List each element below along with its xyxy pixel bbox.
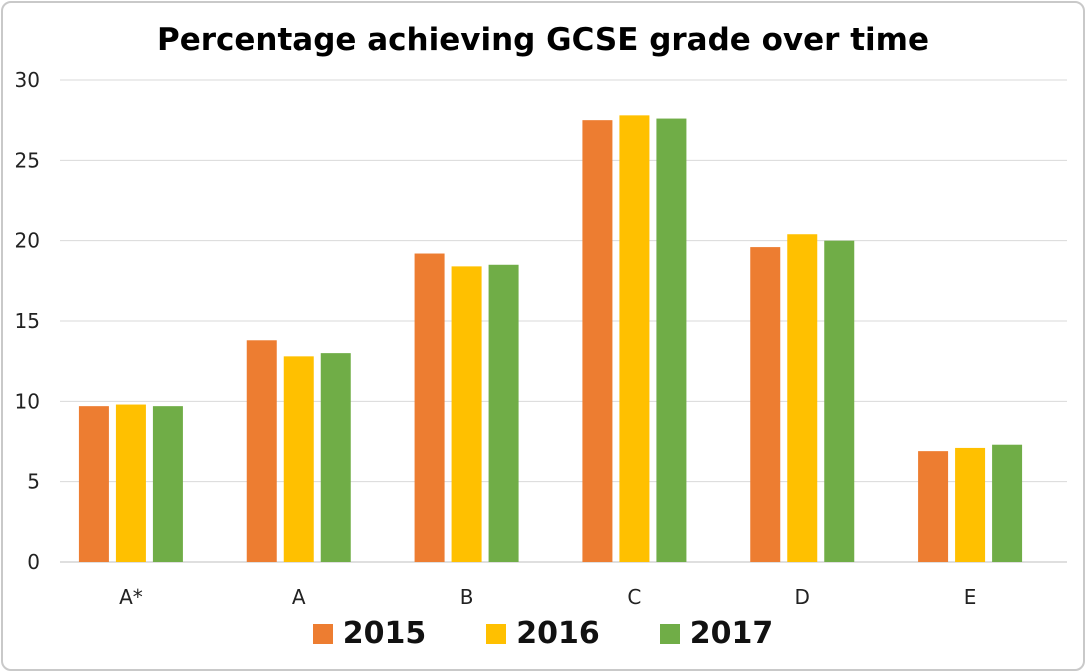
- x-axis-ticks: A* A B C D E: [119, 585, 976, 609]
- legend: 2015 2016 2017: [0, 616, 1086, 651]
- y-tick-label: 5: [27, 470, 40, 494]
- x-tick-label: D: [795, 585, 810, 609]
- legend-label: 2015: [342, 616, 427, 651]
- legend-item-2016: 2016: [486, 616, 600, 651]
- y-tick-label: 0: [27, 550, 40, 574]
- y-axis-ticks: 0 5 10 15 20 25 30: [15, 68, 40, 574]
- gridlines: [60, 79, 1067, 563]
- bar-2015-A*: [78, 406, 109, 562]
- x-tick-label: B: [460, 585, 474, 609]
- bar-2015-E: [918, 451, 949, 562]
- legend-item-2015: 2015: [312, 616, 427, 651]
- bar-2015-C: [582, 120, 613, 563]
- legend-swatch: [312, 623, 333, 644]
- bar-2017-B: [488, 264, 519, 562]
- y-tick-label: 15: [15, 309, 40, 333]
- bars: [78, 115, 1023, 563]
- bar-2015-A: [246, 340, 277, 562]
- bar-2016-B: [451, 266, 482, 562]
- legend-swatch: [659, 623, 680, 644]
- legend-label: 2017: [689, 616, 774, 651]
- x-tick-label: A: [292, 585, 306, 609]
- legend-item-2017: 2017: [659, 616, 774, 651]
- chart-title: Percentage achieving GCSE grade over tim…: [156, 22, 929, 58]
- y-tick-label: 20: [15, 229, 40, 253]
- bar-2016-A*: [115, 404, 146, 562]
- legend-swatch: [486, 623, 507, 644]
- x-tick-label: C: [627, 585, 641, 609]
- bar-2017-A: [320, 353, 351, 562]
- bar-2016-D: [787, 234, 818, 563]
- bar-2016-E: [955, 447, 986, 562]
- bar-2016-A: [283, 356, 314, 562]
- y-tick-label: 25: [15, 148, 40, 172]
- bar-2015-B: [414, 253, 445, 562]
- bar-2017-E: [992, 444, 1023, 562]
- y-tick-label: 10: [15, 389, 40, 413]
- bar-2017-D: [824, 240, 855, 562]
- x-tick-label: E: [964, 585, 977, 609]
- legend-label: 2016: [516, 616, 600, 651]
- x-tick-label: A*: [119, 585, 143, 609]
- bar-2016-C: [619, 115, 650, 562]
- y-tick-label: 30: [15, 68, 40, 92]
- bar-2015-D: [750, 247, 781, 563]
- bar-2017-C: [656, 118, 687, 562]
- bar-2017-A*: [152, 406, 183, 562]
